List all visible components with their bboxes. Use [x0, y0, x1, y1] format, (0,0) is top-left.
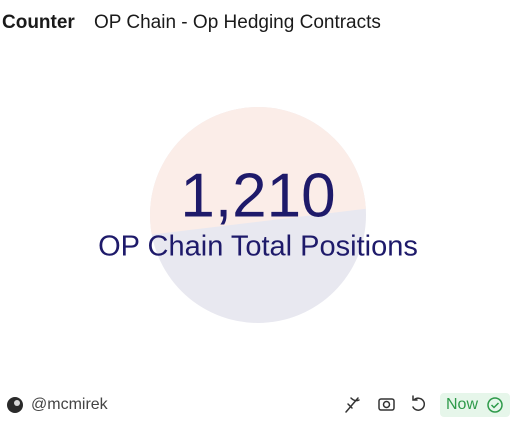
counter-value: 1,210	[180, 161, 335, 230]
screenshot-icon[interactable]	[378, 398, 395, 411]
camera-lens	[382, 400, 391, 409]
widget-type: Counter	[2, 12, 75, 33]
status-text: Now	[446, 396, 478, 413]
avatar-detail	[14, 400, 20, 406]
fork-icon[interactable]	[345, 397, 360, 413]
widget-title[interactable]: OP Chain - Op Hedging Contracts	[94, 12, 381, 33]
background-circle	[150, 107, 366, 323]
refresh-icon[interactable]	[412, 395, 426, 411]
action-icons	[345, 395, 426, 413]
counter-label: OP Chain Total Positions	[98, 231, 418, 263]
author-name[interactable]: @mcmirek	[31, 396, 109, 413]
circle-upper	[150, 107, 366, 236]
status-check	[487, 397, 503, 413]
status-check-mark	[490, 402, 500, 409]
